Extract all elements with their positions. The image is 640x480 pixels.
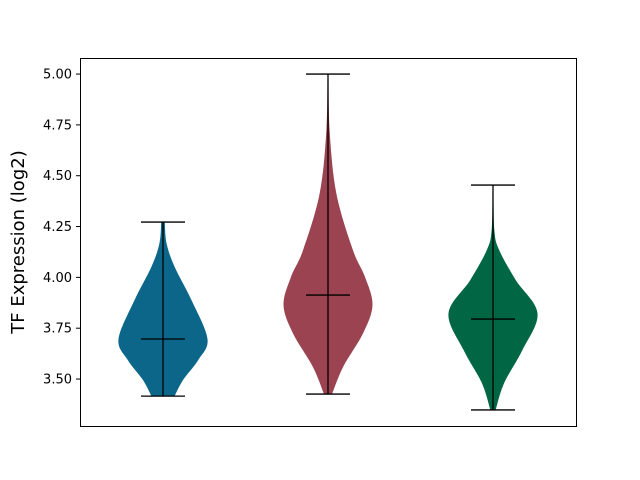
y-tick-label: 4.75 (43, 118, 72, 133)
y-axis-label: TF Expression (log2) (8, 150, 29, 334)
y-tick-label: 4.00 (43, 271, 72, 286)
y-axis: 3.50 3.75 4.00 4.25 4.50 4.75 5.00 (43, 68, 81, 388)
violin-1 (118, 221, 208, 397)
violins-group (118, 73, 538, 411)
y-tick-label: 3.50 (43, 373, 72, 388)
y-tick-label: 4.50 (43, 169, 72, 184)
y-tick-label: 4.25 (43, 220, 72, 235)
y-tick-label: 3.75 (43, 322, 72, 337)
violin-2 (283, 73, 373, 395)
plot-frame (80, 58, 577, 427)
violin-3 (448, 184, 538, 411)
y-tick-label: 5.00 (43, 68, 72, 83)
